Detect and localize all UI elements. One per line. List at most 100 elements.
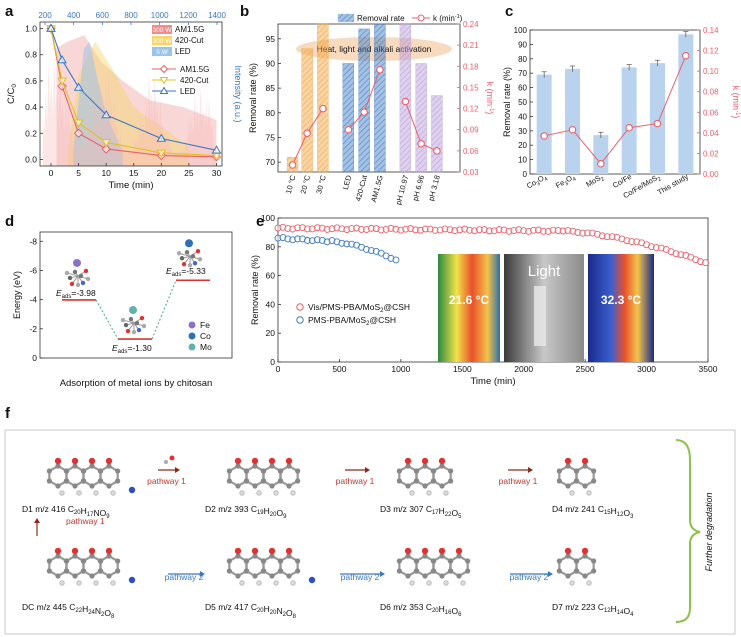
annotation-ellipse — [296, 37, 452, 61]
k-point — [303, 129, 311, 137]
atom — [72, 573, 78, 579]
y-tick-label: 60 — [518, 84, 527, 93]
atom — [115, 478, 121, 484]
oxygen-atom — [234, 547, 242, 555]
k-point — [433, 147, 441, 155]
atom — [422, 483, 428, 489]
y-axis-title: C/C0 — [6, 84, 18, 104]
hydrogen-atom — [426, 580, 432, 586]
inset-label-light: Light — [528, 263, 561, 280]
atom — [260, 478, 266, 484]
y-tick-label: 1.0 — [25, 24, 37, 34]
atom — [89, 553, 95, 559]
y2-axis-title: k (min-1) — [731, 86, 741, 119]
atom — [134, 320, 140, 326]
pathway1-up-arrowhead — [34, 518, 40, 523]
x-tick-label: 0 — [49, 168, 54, 178]
atom — [131, 329, 137, 335]
y-tick-label: 80 — [518, 55, 527, 64]
annotation-ellipse-group: Heat, light and alkali activation — [296, 37, 452, 61]
atom — [591, 468, 597, 474]
nitrogen-atom — [128, 576, 136, 584]
atom — [128, 316, 134, 322]
data-point — [46, 23, 56, 32]
atom — [465, 558, 471, 564]
atom — [46, 568, 52, 574]
atom — [252, 463, 258, 469]
oxygen-atom — [268, 547, 276, 555]
y2-tick-label: 0.10 — [703, 67, 719, 76]
category-label: This study — [656, 172, 690, 197]
y2-tick-label: 0.18 — [463, 62, 479, 71]
atom — [422, 573, 428, 579]
data-point — [156, 149, 167, 158]
y2-axis-title: Intensity (a.u.) — [233, 65, 243, 122]
data-point — [57, 77, 67, 86]
atom — [63, 568, 69, 574]
hydrogen-atom — [586, 580, 592, 586]
pathway2-label: pathway 2 — [341, 572, 380, 582]
k-point — [344, 125, 353, 134]
atom — [190, 254, 196, 259]
oxygen-atom — [285, 457, 293, 465]
y-tick-label: 90 — [518, 40, 527, 49]
atom — [396, 468, 402, 474]
top-tick-label: 800 — [124, 11, 138, 20]
molecule-D3 — [396, 457, 454, 496]
atom — [235, 483, 241, 489]
atom — [80, 568, 86, 574]
y2-tick-label: 0.12 — [463, 105, 479, 114]
nitrogen-atom — [128, 486, 136, 494]
y2-tick-label: 0.09 — [463, 126, 479, 135]
molecule-label-D6: D6 m/z 353 C20H16O6 — [380, 602, 462, 618]
y-axis-title: Removal rate (%) — [248, 63, 258, 133]
oxygen-atom — [234, 457, 242, 465]
molecule-D7 — [556, 547, 597, 586]
legend-swatch-removal — [337, 13, 355, 23]
x-tick-label: 1000 — [391, 364, 410, 374]
category-label: 20 °C — [298, 174, 312, 195]
legend-label-k: k (min-1) — [433, 14, 463, 23]
pathway1-label-vertical: pathway 1 — [66, 516, 105, 526]
oxygen-atom — [268, 457, 276, 465]
legend-marker-k — [417, 14, 425, 22]
category-label: 30 °C — [314, 174, 328, 195]
top-tick-label: 1400 — [208, 11, 226, 20]
hydrogen-atom — [76, 580, 82, 586]
atom — [556, 568, 562, 574]
x-tick-label: 2500 — [576, 364, 595, 374]
y-tick-label: 0 — [270, 357, 275, 367]
x-tick-label: 0 — [276, 364, 281, 374]
panel-label-f: f — [5, 405, 11, 422]
atom — [286, 483, 292, 489]
atom — [197, 257, 203, 262]
pathway2-label: pathway 2 — [510, 572, 549, 582]
hydrogen-atom — [239, 580, 245, 586]
atom — [195, 249, 201, 254]
x-tick-label: 25 — [184, 168, 194, 178]
energy-label: Eads=-3.98 — [56, 288, 96, 300]
atom — [97, 568, 103, 574]
atom — [72, 269, 78, 275]
x-tick-label: 15 — [129, 168, 139, 178]
y2-tick-label: 0.06 — [463, 147, 479, 156]
k-point — [682, 51, 690, 60]
pathway1-arrowhead — [175, 467, 180, 473]
hydrogen-atom — [443, 490, 449, 496]
atom — [181, 262, 187, 267]
oxygen-atom — [564, 457, 572, 465]
panel-d-caption: Adsorption of metal ions by chitosan — [60, 378, 213, 389]
atom — [295, 478, 301, 484]
atom — [447, 558, 453, 564]
k-point — [597, 159, 605, 168]
category-label: LED — [341, 174, 354, 191]
lamp-legend-name: LED — [175, 47, 191, 56]
y-tick-label: 0.0 — [25, 154, 37, 164]
oxygen-atom — [438, 547, 446, 555]
atom — [139, 315, 145, 321]
adsorption-molecule — [64, 258, 91, 288]
atom — [413, 568, 419, 574]
atom — [46, 558, 52, 564]
oxygen-atom — [54, 547, 62, 555]
pathway1-arrowhead — [365, 467, 370, 473]
